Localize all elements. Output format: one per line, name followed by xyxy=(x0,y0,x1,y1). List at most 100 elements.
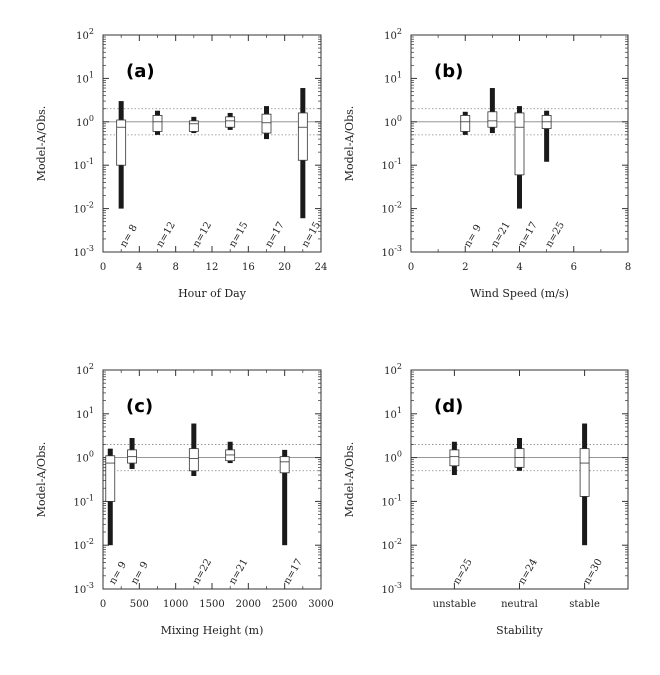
n-count-label: n=25 xyxy=(451,557,474,586)
box-plot: n= 8 xyxy=(116,101,140,250)
y-tick-label: 10-2 xyxy=(73,201,94,216)
y-tick-label: 100 xyxy=(384,450,402,465)
box-plot: n=24 xyxy=(514,438,540,587)
n-count-label: n= 9 xyxy=(107,560,129,587)
box-body xyxy=(487,111,498,128)
x-tick-label: stable xyxy=(569,599,600,610)
x-tick-label: neutral xyxy=(501,599,538,610)
y-tick-label: 10-3 xyxy=(73,244,94,259)
box-plot: n=25 xyxy=(541,110,567,250)
x-tick-label: 0 xyxy=(100,599,106,610)
box-plot: n=30 xyxy=(579,423,605,587)
panel-label: (a) xyxy=(126,61,155,82)
box-plot: n=12 xyxy=(152,110,178,250)
box-body xyxy=(279,456,290,474)
panel-label: (d) xyxy=(434,396,463,417)
box-body xyxy=(261,113,272,134)
y-tick-label: 10-2 xyxy=(381,537,402,552)
n-count-label: n=25 xyxy=(544,220,567,249)
panel-b: 10-3 10-2 10-1 100 101 102 0 2 4 6 8 Wind Speed (m/… xyxy=(343,27,631,300)
box-body xyxy=(152,115,163,132)
n-count-label: n=17 xyxy=(264,220,287,249)
y-tick-label: 101 xyxy=(76,406,94,421)
x-tick-label: 24 xyxy=(315,262,328,273)
y-tick-label: 100 xyxy=(384,114,402,129)
y-tick-label: 102 xyxy=(76,27,94,42)
y-tick-label: 101 xyxy=(384,70,402,85)
y-tick-label: 10-1 xyxy=(381,157,402,172)
box-body xyxy=(460,115,471,132)
box-plot: n=17 xyxy=(279,449,305,587)
y-axis-label: Model-A/Obs. xyxy=(343,106,356,182)
y-tick-label: 10-1 xyxy=(73,493,94,508)
box-plot: n=12 xyxy=(188,116,214,250)
box-plot: n= 9 xyxy=(460,111,484,250)
x-tick-label: 20 xyxy=(278,262,291,273)
y-tick-label: 100 xyxy=(76,114,94,129)
whisker-bar xyxy=(489,88,495,134)
y-tick-label: 102 xyxy=(384,362,402,377)
y-tick-label: 10-2 xyxy=(73,537,94,552)
whisker-bar xyxy=(544,110,550,162)
x-tick-label: 500 xyxy=(130,599,149,610)
x-tick-label: 12 xyxy=(206,262,219,273)
y-tick-label: 10-1 xyxy=(73,157,94,172)
box-body xyxy=(105,455,116,502)
box-body xyxy=(225,116,236,128)
box-plot: n=15 xyxy=(225,112,251,250)
x-tick-label: 4 xyxy=(516,262,522,273)
x-tick-label: 6 xyxy=(571,262,577,273)
box-plot: n=17 xyxy=(514,106,540,250)
n-count-label: n=12 xyxy=(155,220,178,249)
y-tick-label: 102 xyxy=(76,362,94,377)
y-tick-label: 10-1 xyxy=(381,493,402,508)
box-plot: n=21 xyxy=(225,441,251,587)
x-tick-label: 3000 xyxy=(308,599,333,610)
y-axis-label: Model-A/Obs. xyxy=(35,106,48,182)
box-body xyxy=(514,112,525,176)
x-tick-label: 2500 xyxy=(272,599,297,610)
panel-c: 10-3 10-2 10-1 100 101 102 0 500 1000 1500 2000 250… xyxy=(35,362,334,637)
n-count-label: n= 9 xyxy=(462,223,484,250)
n-count-label: n= 9 xyxy=(129,560,151,587)
x-tick-label: 4 xyxy=(136,262,142,273)
n-count-label: n=24 xyxy=(517,557,540,586)
x-axis-label: Mixing Height (m) xyxy=(161,624,264,637)
box-plot: n=21 xyxy=(487,88,513,250)
y-axis-label: Model-A/Obs. xyxy=(35,442,48,518)
n-count-label: n=17 xyxy=(282,557,305,586)
x-tick-label: 0 xyxy=(408,262,414,273)
n-count-label: n=21 xyxy=(489,220,512,249)
panel-label: (b) xyxy=(434,61,463,82)
panel-a: 10-3 10-2 10-1 100 101 102 0 4 8 12 16 20 24 Hour of … xyxy=(35,27,327,300)
x-tick-label: 1000 xyxy=(163,599,188,610)
y-tick-label: 10-3 xyxy=(73,581,94,596)
y-tick-label: 101 xyxy=(76,70,94,85)
x-tick-label: 16 xyxy=(242,262,255,273)
box-body xyxy=(116,119,127,166)
panel-label: (c) xyxy=(126,396,153,417)
box-plot: n= 9 xyxy=(127,438,151,587)
n-count-label: n=21 xyxy=(227,557,250,586)
n-count-label: n=17 xyxy=(517,220,540,249)
x-axis-label: Wind Speed (m/s) xyxy=(470,287,569,300)
box-body xyxy=(579,448,590,497)
box-body xyxy=(188,120,199,132)
n-count-label: n= 8 xyxy=(118,223,140,250)
x-tick-label: unstable xyxy=(433,599,477,610)
whisker-bar xyxy=(282,449,288,546)
box-plot: n=15 xyxy=(297,88,323,250)
y-axis-label: Model-A/Obs. xyxy=(343,442,356,518)
y-tick-label: 10-3 xyxy=(381,244,402,259)
y-tick-label: 100 xyxy=(76,450,94,465)
n-count-label: n=30 xyxy=(582,557,605,586)
box-plot: n= 9 xyxy=(105,448,129,587)
box-body xyxy=(449,449,460,467)
n-count-label: n=15 xyxy=(300,220,323,249)
y-tick-label: 102 xyxy=(384,27,402,42)
box-plot: n=22 xyxy=(188,423,214,587)
box-body xyxy=(188,448,199,472)
x-tick-label: 8 xyxy=(625,262,631,273)
x-tick-label: 1500 xyxy=(199,599,224,610)
